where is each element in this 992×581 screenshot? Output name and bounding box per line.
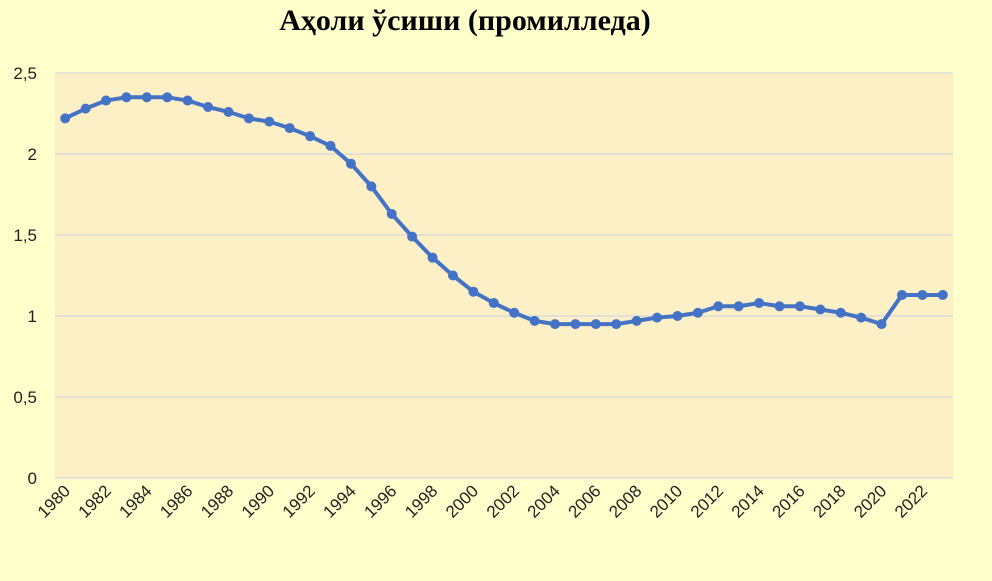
data-point [468,286,479,297]
data-point [284,123,295,134]
data-point [325,140,336,151]
y-tick-label: 2 [28,145,37,164]
data-point [80,103,91,114]
data-point [713,301,724,312]
data-point [652,312,663,323]
data-point [386,208,397,219]
data-point [243,113,254,124]
data-point [529,315,540,326]
data-point [345,158,356,169]
data-point [305,131,316,142]
data-point [570,319,581,330]
y-tick-label: 2,5 [13,64,37,83]
data-point [488,298,499,309]
data-point [121,92,132,103]
data-point [366,181,377,192]
data-point [815,304,826,315]
data-point [896,289,907,300]
data-point [447,270,458,281]
data-point [631,315,642,326]
data-point [856,312,867,323]
chart-title: Аҳоли ўсиши (промилледа) [279,4,650,37]
data-point [550,319,561,330]
data-point [162,92,173,103]
y-tick-label: 0 [28,469,37,488]
data-point [835,307,846,318]
data-point [223,106,234,117]
data-point [141,92,152,103]
y-tick-label: 0,5 [13,388,37,407]
data-point [264,116,275,127]
data-point [917,289,928,300]
data-point [203,102,214,113]
y-tick-label: 1 [28,307,37,326]
data-point [937,289,948,300]
data-point [101,95,112,106]
data-point [60,113,71,124]
data-point [407,231,418,242]
data-point [774,301,785,312]
data-point [590,319,601,330]
data-point [754,298,765,309]
data-point [876,319,887,330]
data-point [794,301,805,312]
data-point [509,307,520,318]
y-tick-label: 1,5 [13,226,37,245]
data-point [672,311,683,321]
data-point [733,301,744,312]
data-point [611,319,622,330]
plot-area [55,73,953,478]
data-point [692,307,703,318]
data-point [427,252,438,263]
data-point [182,95,193,106]
